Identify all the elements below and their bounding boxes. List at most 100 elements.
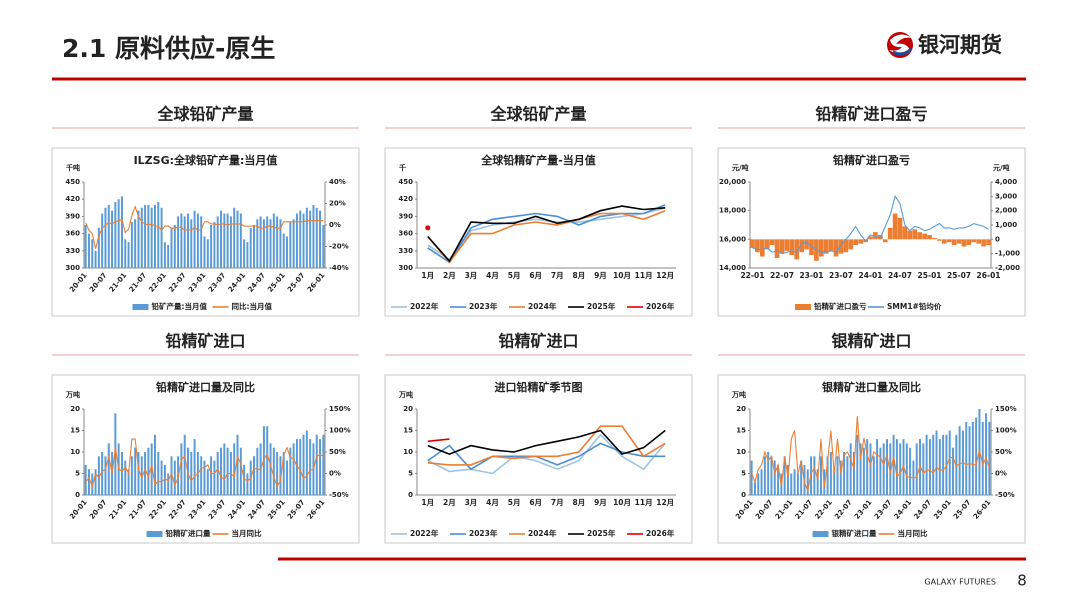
x-tick-label: 5月 [508,271,521,280]
bar [243,464,246,495]
y-tick-label: 360 [398,230,413,238]
legend-label: 当月同比 [898,528,928,538]
bar [767,452,770,495]
chart-title: 全球铅精矿产量-当月值 [480,153,596,167]
bar [170,456,173,495]
legend-label: 2024年 [528,528,557,538]
bar [124,460,127,495]
bar [117,199,120,268]
bar [101,452,104,495]
bar [917,232,923,240]
y-tick-label: 5 [741,470,746,478]
y-tick-label: 390 [65,212,80,220]
y-tick-label: 300 [398,264,413,272]
bar [907,230,913,240]
y2-tick-label: 50% [329,448,346,456]
page-number: 8 [1017,572,1027,590]
bar [793,469,796,495]
bar [750,239,755,248]
y2-tick-label: 100% [995,427,1017,435]
x-tick-label: 26-01 [977,271,1001,280]
bar [882,443,885,495]
bar [925,434,928,495]
chart-frame [384,147,693,317]
bar [886,439,888,495]
bar [223,443,226,495]
y2-tick-label: 2,000 [995,207,1017,215]
y-tick-label: 0 [75,491,80,499]
bar [985,413,988,495]
y-unit: 千吨 [66,163,80,172]
bar [887,227,893,240]
chart-frame [51,147,360,317]
bar [302,434,305,495]
legend-swatch [795,304,811,310]
legend-label: 同比:当月值 [232,301,273,311]
bar [233,207,236,268]
bar [876,439,879,495]
y-tick-label: 330 [398,247,413,255]
bar [97,227,100,268]
bar [190,219,193,268]
bar [946,239,952,243]
bar [144,204,147,268]
y2-tick-label: 100% [329,427,351,435]
y-tick-label: 10 [70,448,80,456]
x-tick-label: 12月 [656,271,674,280]
bar [91,473,94,495]
bar [203,236,206,268]
line [427,204,666,264]
chart-frame [717,147,1026,317]
bar [206,469,209,495]
bar [246,473,249,495]
bar [295,213,298,268]
bar [828,239,834,251]
y2-tick-label: 0% [329,221,341,229]
x-tick-label: 25-01 [918,271,942,280]
bar [986,239,991,246]
x-tick-label: 23-07 [829,271,853,280]
bar [286,460,289,495]
bar [773,460,776,495]
bar [770,456,773,495]
y-tick-label: 14,000 [719,264,746,272]
bar [862,447,865,495]
bar [84,225,87,268]
bar [922,233,927,240]
x-tick-label: 8月 [573,271,586,280]
legend-label: 2024年 [528,301,557,311]
bar [246,242,249,268]
line [85,438,324,489]
y2-tick-label: 50% [995,448,1012,456]
bar [173,460,176,495]
bar [757,473,760,495]
x-tick-label: 25-07 [947,271,971,280]
y2-tick-label: 0% [995,470,1007,478]
legend-label: 2026年 [646,528,675,538]
y-tick-label: 20,000 [719,178,746,186]
x-tick-label: 3月 [465,498,478,507]
y2-tick-label: 20% [329,200,346,208]
y-tick-label: 18,000 [719,207,746,215]
bar [94,469,97,495]
y-tick-label: 0 [741,491,746,499]
logo-text: 银河期货 [918,33,1002,57]
bar [210,456,213,495]
bar [763,456,766,495]
bar [200,456,203,495]
bar [753,482,756,495]
bar [769,239,775,246]
panel-heading: 全球铅矿产量 [489,105,586,124]
bar [239,447,242,495]
panel-heading: 铅精矿进口 [498,332,578,351]
y-tick-label: 300 [65,264,80,272]
bar [966,239,972,246]
panel-heading: 银精矿进口 [831,332,911,351]
line [427,429,666,456]
bar [971,421,974,495]
bar [971,239,977,243]
bar [853,452,855,495]
bar [750,460,753,495]
legend-label: 2022年 [410,301,439,311]
